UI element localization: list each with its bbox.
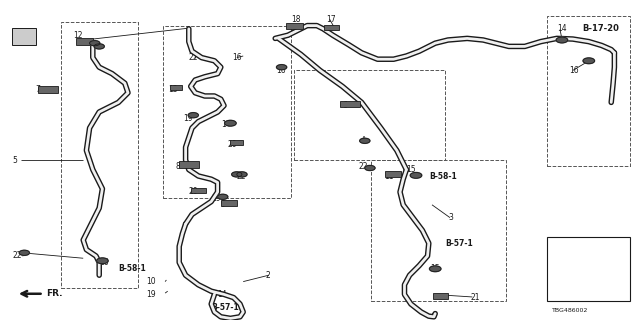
Text: B-57-1: B-57-1	[211, 303, 239, 312]
Text: FR.: FR.	[46, 289, 63, 298]
Text: 5: 5	[13, 156, 18, 164]
Circle shape	[410, 172, 422, 178]
Circle shape	[583, 58, 595, 64]
Circle shape	[365, 165, 375, 171]
Text: 8: 8	[176, 162, 180, 171]
Text: 19: 19	[183, 114, 193, 123]
Text: 9: 9	[221, 200, 226, 209]
Text: 13: 13	[168, 85, 178, 94]
Bar	[294, 70, 445, 160]
Bar	[433, 293, 448, 299]
Text: 14: 14	[557, 24, 566, 33]
Text: 12: 12	[74, 31, 83, 40]
Circle shape	[360, 138, 370, 143]
Bar	[12, 28, 36, 45]
Text: 19: 19	[211, 194, 221, 203]
Circle shape	[19, 250, 29, 255]
Text: 7: 7	[35, 85, 40, 94]
Text: 22: 22	[189, 53, 198, 62]
Circle shape	[218, 194, 228, 199]
Bar	[38, 86, 58, 93]
Text: B-58-1: B-58-1	[118, 264, 146, 273]
Bar	[340, 100, 360, 108]
Bar	[170, 85, 182, 90]
Text: 6: 6	[342, 101, 348, 110]
Circle shape	[90, 41, 100, 46]
Bar	[286, 23, 303, 28]
Text: 14: 14	[218, 290, 227, 299]
Text: 16: 16	[99, 258, 109, 267]
Text: 22: 22	[237, 172, 246, 180]
Text: 4: 4	[360, 136, 365, 145]
Text: 21: 21	[470, 293, 480, 302]
Circle shape	[556, 37, 568, 43]
Text: TBG486002: TBG486002	[552, 308, 588, 313]
Text: 10: 10	[146, 277, 156, 286]
Circle shape	[94, 44, 104, 49]
Bar	[547, 237, 630, 301]
Text: 17: 17	[326, 15, 336, 24]
Circle shape	[97, 258, 108, 264]
Bar	[547, 16, 630, 166]
Text: B-58-1: B-58-1	[429, 172, 456, 180]
Text: 14: 14	[221, 120, 230, 129]
Circle shape	[225, 120, 236, 126]
Text: B-57-1: B-57-1	[445, 239, 472, 248]
Text: 16: 16	[232, 53, 242, 62]
Bar	[230, 140, 243, 145]
Text: 2: 2	[266, 271, 270, 280]
Circle shape	[188, 113, 198, 118]
Text: 16: 16	[276, 66, 286, 75]
Circle shape	[429, 266, 441, 272]
Text: 18: 18	[291, 15, 301, 24]
Bar	[221, 200, 237, 206]
Text: B-17-20: B-17-20	[582, 24, 620, 33]
Text: 15: 15	[406, 165, 416, 174]
Text: 3: 3	[448, 213, 453, 222]
Bar	[61, 22, 138, 288]
Bar	[191, 188, 206, 193]
Text: 15: 15	[430, 264, 440, 273]
Text: 1: 1	[13, 28, 17, 36]
Bar	[76, 38, 93, 45]
Text: 16: 16	[570, 66, 579, 75]
Text: 20: 20	[227, 140, 237, 148]
Text: 19: 19	[146, 290, 156, 299]
Bar	[163, 26, 291, 198]
Text: 22: 22	[13, 252, 22, 260]
Circle shape	[232, 172, 242, 177]
Circle shape	[276, 65, 287, 70]
Bar	[324, 25, 339, 30]
Bar	[179, 161, 199, 168]
Text: 11: 11	[384, 172, 394, 180]
Text: 22: 22	[358, 162, 368, 171]
Circle shape	[237, 172, 247, 177]
Bar	[385, 172, 401, 177]
Text: 20: 20	[189, 188, 198, 196]
Bar	[371, 160, 506, 301]
